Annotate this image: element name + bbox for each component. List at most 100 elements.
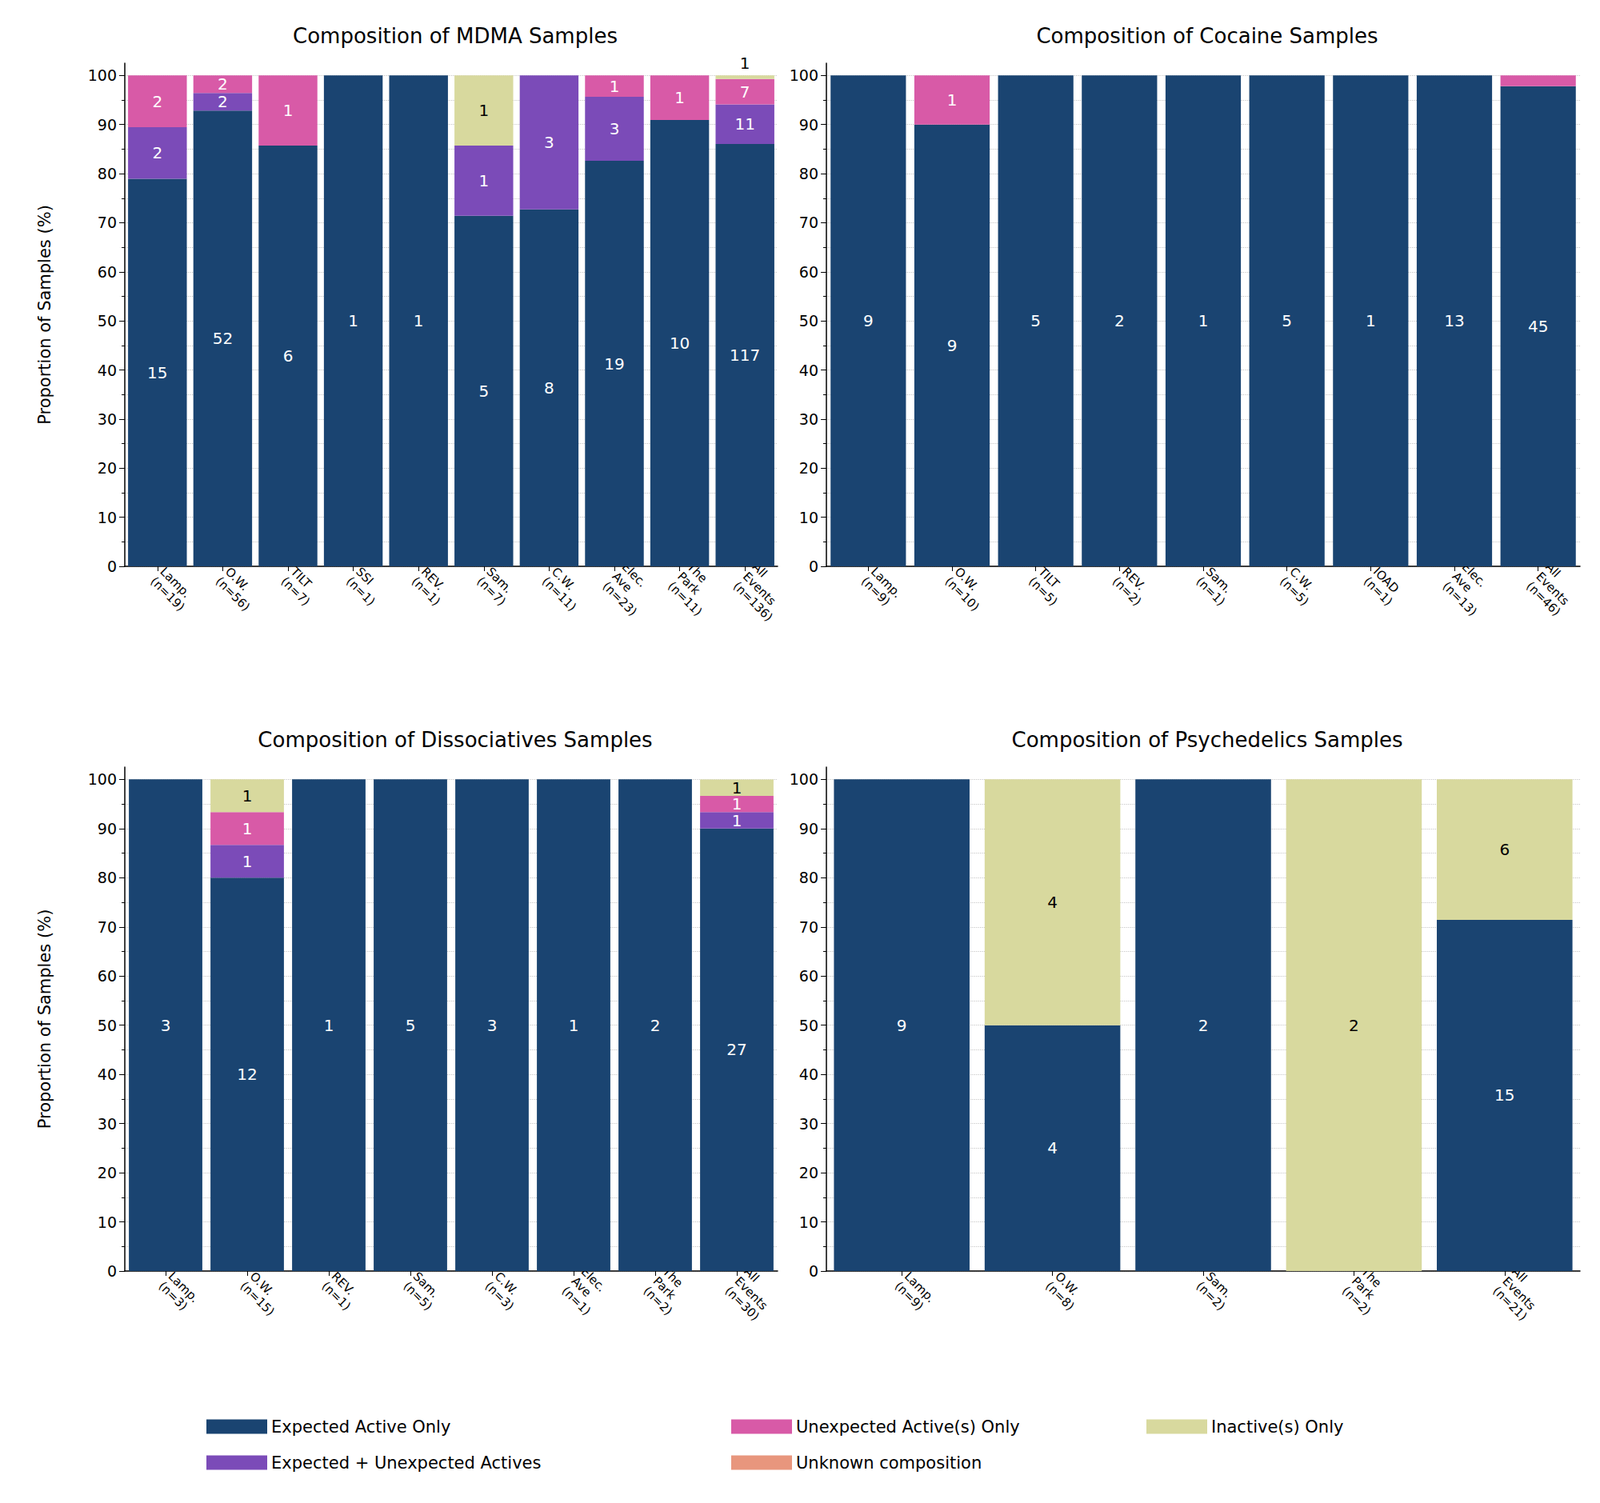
svg-text:(n=15): (n=15) bbox=[237, 1279, 278, 1320]
svg-text:20: 20 bbox=[799, 459, 819, 477]
svg-text:(n=1): (n=1) bbox=[559, 1284, 594, 1319]
svg-text:9: 9 bbox=[947, 336, 958, 356]
svg-text:11: 11 bbox=[734, 114, 755, 134]
svg-text:2: 2 bbox=[152, 92, 163, 112]
svg-text:19: 19 bbox=[604, 354, 624, 374]
svg-text:1: 1 bbox=[674, 88, 685, 108]
svg-text:(n=1): (n=1) bbox=[343, 574, 378, 609]
svg-text:27: 27 bbox=[726, 1040, 747, 1060]
svg-text:Proportion of Samples (%): Proportion of Samples (%) bbox=[35, 204, 55, 425]
svg-text:117: 117 bbox=[729, 345, 760, 365]
svg-text:90: 90 bbox=[799, 820, 819, 838]
svg-text:Unexpected Active(s) Only: Unexpected Active(s) Only bbox=[796, 1417, 1020, 1437]
svg-text:13: 13 bbox=[1444, 311, 1464, 331]
svg-text:1: 1 bbox=[242, 852, 253, 872]
svg-text:Composition of Dissociatives S: Composition of Dissociatives Samples bbox=[257, 728, 652, 752]
svg-text:90: 90 bbox=[799, 116, 819, 134]
svg-text:50: 50 bbox=[97, 312, 117, 330]
svg-text:30: 30 bbox=[97, 410, 117, 428]
svg-text:(n=3): (n=3) bbox=[482, 1279, 517, 1314]
svg-text:(n=5): (n=5) bbox=[1276, 574, 1312, 609]
svg-text:10: 10 bbox=[97, 508, 117, 527]
svg-text:70: 70 bbox=[97, 213, 117, 232]
svg-text:7: 7 bbox=[740, 82, 751, 102]
svg-text:(n=10): (n=10) bbox=[942, 574, 983, 615]
svg-text:0: 0 bbox=[107, 1262, 117, 1280]
svg-text:1: 1 bbox=[324, 1016, 335, 1036]
svg-text:1: 1 bbox=[732, 794, 743, 814]
svg-text:3: 3 bbox=[544, 132, 555, 152]
svg-text:40: 40 bbox=[97, 1065, 117, 1084]
svg-text:90: 90 bbox=[97, 820, 117, 838]
svg-text:15: 15 bbox=[1494, 1085, 1515, 1105]
svg-text:Expected + Unexpected Actives: Expected + Unexpected Actives bbox=[271, 1453, 541, 1473]
svg-text:1: 1 bbox=[740, 53, 751, 73]
svg-text:100: 100 bbox=[789, 770, 819, 788]
svg-text:45: 45 bbox=[1528, 316, 1548, 336]
svg-text:(n=8): (n=8) bbox=[1042, 1279, 1077, 1314]
svg-text:70: 70 bbox=[97, 918, 117, 936]
svg-text:52: 52 bbox=[212, 328, 233, 348]
svg-text:(n=3): (n=3) bbox=[156, 1279, 191, 1314]
svg-text:Composition of Cocaine Samples: Composition of Cocaine Samples bbox=[1036, 24, 1378, 48]
svg-text:(n=1): (n=1) bbox=[319, 1279, 354, 1314]
svg-text:Unknown composition: Unknown composition bbox=[796, 1453, 982, 1473]
svg-text:(n=19): (n=19) bbox=[147, 574, 188, 615]
svg-text:60: 60 bbox=[97, 967, 117, 985]
svg-text:(n=2): (n=2) bbox=[640, 1284, 676, 1319]
svg-text:60: 60 bbox=[799, 263, 819, 281]
svg-text:8: 8 bbox=[544, 378, 555, 398]
svg-text:2: 2 bbox=[1198, 1016, 1209, 1036]
svg-text:(n=21): (n=21) bbox=[1489, 1284, 1530, 1324]
svg-text:80: 80 bbox=[97, 868, 117, 887]
svg-text:9: 9 bbox=[863, 311, 874, 331]
svg-text:20: 20 bbox=[799, 1164, 819, 1182]
svg-text:1: 1 bbox=[1365, 311, 1376, 331]
svg-text:(n=2): (n=2) bbox=[1339, 1284, 1374, 1319]
svg-text:(n=9): (n=9) bbox=[892, 1279, 927, 1314]
svg-text:4: 4 bbox=[1047, 892, 1058, 912]
svg-text:70: 70 bbox=[799, 213, 819, 232]
svg-text:Inactive(s) Only: Inactive(s) Only bbox=[1211, 1417, 1344, 1437]
svg-text:20: 20 bbox=[97, 1164, 117, 1182]
svg-text:(n=1): (n=1) bbox=[1193, 574, 1228, 609]
svg-text:1: 1 bbox=[568, 1016, 580, 1036]
svg-text:3: 3 bbox=[609, 119, 620, 139]
svg-text:2: 2 bbox=[1114, 311, 1125, 331]
svg-text:70: 70 bbox=[799, 918, 819, 936]
svg-text:0: 0 bbox=[808, 557, 819, 576]
svg-text:(n=13): (n=13) bbox=[1440, 579, 1480, 620]
svg-text:(n=11): (n=11) bbox=[539, 574, 580, 615]
svg-text:2: 2 bbox=[152, 143, 163, 163]
svg-text:1: 1 bbox=[1532, 53, 1544, 73]
svg-text:(n=30): (n=30) bbox=[722, 1284, 763, 1324]
svg-text:3: 3 bbox=[160, 1016, 172, 1036]
svg-text:10: 10 bbox=[97, 1213, 117, 1232]
svg-text:(n=7): (n=7) bbox=[278, 574, 313, 609]
svg-text:(n=56): (n=56) bbox=[212, 574, 253, 615]
svg-text:(n=1): (n=1) bbox=[408, 574, 444, 609]
svg-text:(n=46): (n=46) bbox=[1523, 579, 1564, 620]
svg-text:Proportion of Samples (%): Proportion of Samples (%) bbox=[35, 909, 55, 1130]
svg-text:(n=2): (n=2) bbox=[1193, 1279, 1228, 1314]
svg-text:50: 50 bbox=[799, 312, 819, 330]
svg-text:Expected Active Only: Expected Active Only bbox=[271, 1417, 451, 1437]
svg-text:0: 0 bbox=[808, 1262, 819, 1280]
svg-text:30: 30 bbox=[97, 1115, 117, 1133]
svg-text:12: 12 bbox=[236, 1064, 257, 1084]
svg-text:1: 1 bbox=[1198, 311, 1209, 331]
svg-text:1: 1 bbox=[478, 100, 489, 120]
svg-text:2: 2 bbox=[650, 1016, 661, 1036]
svg-text:2: 2 bbox=[217, 92, 228, 112]
svg-text:5: 5 bbox=[405, 1016, 416, 1036]
svg-text:80: 80 bbox=[97, 164, 117, 183]
svg-text:1: 1 bbox=[947, 90, 958, 110]
svg-text:5: 5 bbox=[478, 381, 489, 401]
svg-text:(n=7): (n=7) bbox=[473, 574, 508, 609]
svg-text:1: 1 bbox=[609, 76, 620, 96]
svg-text:100: 100 bbox=[88, 770, 117, 788]
svg-text:2: 2 bbox=[1348, 1016, 1360, 1036]
svg-text:80: 80 bbox=[799, 868, 819, 887]
svg-text:50: 50 bbox=[799, 1016, 819, 1035]
svg-text:50: 50 bbox=[97, 1016, 117, 1035]
